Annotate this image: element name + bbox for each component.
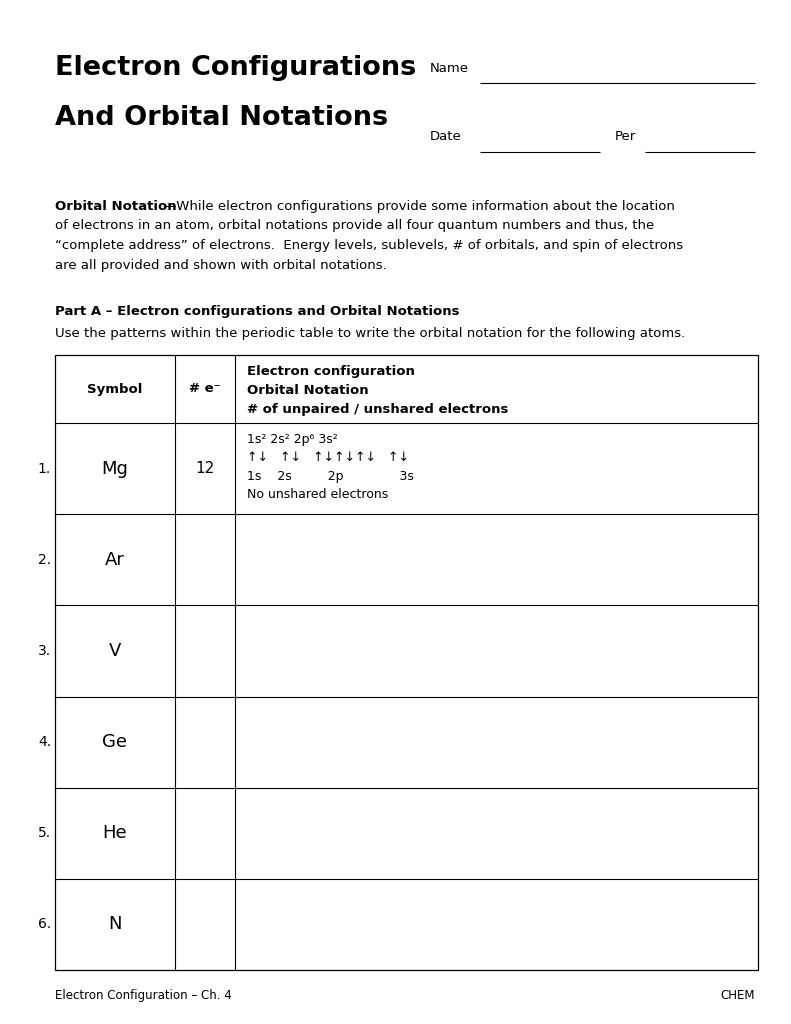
Text: “complete address” of electrons.  Energy levels, sublevels, # of orbitals, and s: “complete address” of electrons. Energy …	[55, 239, 683, 252]
Text: —While electron configurations provide some information about the location: —While electron configurations provide s…	[164, 200, 676, 213]
Text: CHEM: CHEM	[721, 989, 755, 1002]
Text: 4.: 4.	[38, 735, 51, 750]
Text: Orbital Notation: Orbital Notation	[55, 200, 176, 213]
Text: V: V	[109, 642, 121, 659]
Text: Part A – Electron configurations and Orbital Notations: Part A – Electron configurations and Orb…	[55, 305, 460, 318]
Text: 5.: 5.	[38, 826, 51, 841]
Text: Name: Name	[430, 62, 469, 75]
Text: 1s    2s         2p              3s: 1s 2s 2p 3s	[247, 470, 414, 483]
Text: 1.: 1.	[38, 462, 51, 475]
Text: Ar: Ar	[105, 551, 125, 568]
Text: Mg: Mg	[101, 460, 128, 477]
Bar	[55, 355, 758, 970]
Text: 3.: 3.	[38, 644, 51, 657]
Text: N: N	[108, 915, 122, 934]
Text: Date: Date	[430, 130, 462, 143]
Text: # of unpaired / unshared electrons: # of unpaired / unshared electrons	[247, 403, 509, 416]
Text: are all provided and shown with orbital notations.: are all provided and shown with orbital …	[55, 258, 387, 271]
Text: He: He	[103, 824, 127, 843]
Text: Electron Configurations: Electron Configurations	[55, 55, 416, 81]
Text: Ge: Ge	[103, 733, 127, 751]
Text: And Orbital Notations: And Orbital Notations	[55, 105, 388, 131]
Text: Use the patterns within the periodic table to write the orbital notation for the: Use the patterns within the periodic tab…	[55, 327, 685, 340]
Text: Per: Per	[615, 130, 636, 143]
Text: of electrons in an atom, orbital notations provide all four quantum numbers and : of electrons in an atom, orbital notatio…	[55, 219, 654, 232]
Text: No unshared electrons: No unshared electrons	[247, 488, 388, 502]
Text: Symbol: Symbol	[87, 383, 142, 395]
Text: ↑↓   ↑↓   ↑↓↑↓↑↓   ↑↓: ↑↓ ↑↓ ↑↓↑↓↑↓ ↑↓	[247, 452, 409, 465]
Text: Electron configuration: Electron configuration	[247, 365, 414, 378]
Text: 12: 12	[195, 461, 214, 476]
Text: Electron Configuration – Ch. 4: Electron Configuration – Ch. 4	[55, 989, 232, 1002]
Text: 2.: 2.	[38, 553, 51, 566]
Text: Orbital Notation: Orbital Notation	[247, 384, 369, 397]
Text: 1s² 2s² 2p⁶ 3s²: 1s² 2s² 2p⁶ 3s²	[247, 433, 338, 446]
Text: # e⁻: # e⁻	[189, 383, 221, 395]
Text: 6.: 6.	[38, 918, 51, 932]
